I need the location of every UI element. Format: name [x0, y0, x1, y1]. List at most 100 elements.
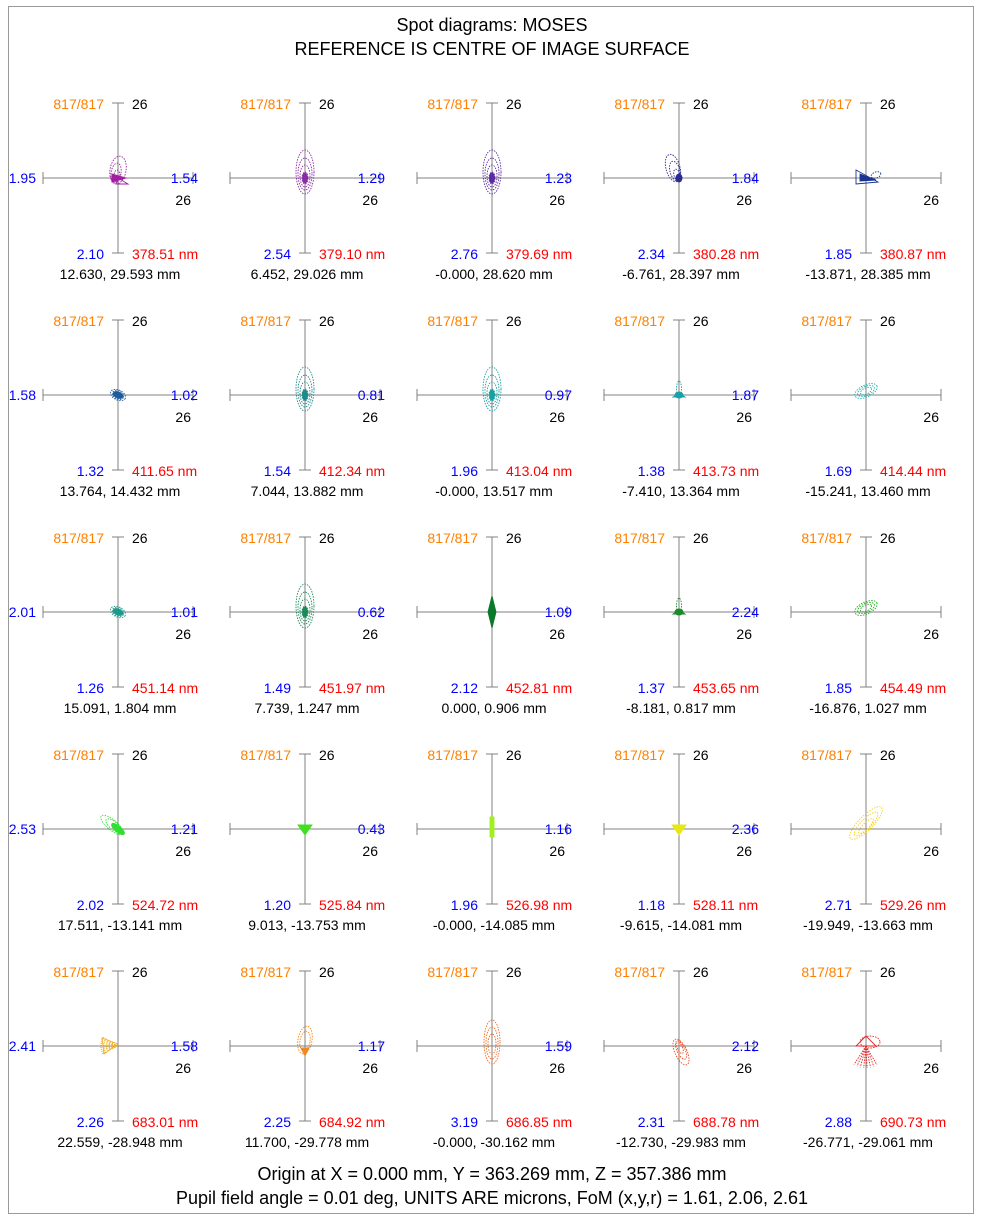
spot-contour: [859, 1035, 881, 1049]
spot-contour: [849, 806, 883, 840]
spot-ray: [865, 1045, 872, 1068]
spot-contour: [859, 603, 873, 613]
spot-fan: [101, 1037, 119, 1055]
y-scale-label: 26: [880, 747, 896, 763]
spot-cell: 817/817 26 26 1.85 454.49 nm -16.876, 1.027 m…: [790, 530, 946, 716]
spot-pattern: [849, 806, 883, 840]
ray-count-label: 817/817: [240, 313, 291, 329]
x-scale-label: 26: [736, 843, 752, 859]
spot-cell: 817/817 26 26 2.01 1.01 1.26 451.14 nm 15.091, …: [9, 530, 198, 716]
spot-core: [489, 816, 495, 838]
spot-contour: [676, 1042, 684, 1054]
y-scale-label: 26: [693, 747, 709, 763]
wavelength-label: 452.81 nm: [506, 680, 572, 696]
spot-cell: 817/817 26 26 1.16 1.96 526.98 nm -0.000, -14.…: [416, 747, 572, 933]
spot-pattern: [99, 1036, 119, 1055]
x-scale-label: 26: [362, 843, 378, 859]
x-scale-label: 26: [362, 1060, 378, 1076]
spot-contour: [301, 388, 309, 402]
x-scale-label: 26: [175, 1060, 191, 1076]
spot-cell: 817/817 26 26 1.95 1.54 2.10 378.51 nm 12.630, …: [9, 96, 198, 282]
field-coordinates: 9.013, -13.753 mm: [248, 917, 366, 933]
ray-count-label: 817/817: [427, 313, 478, 329]
spot-core: [487, 595, 497, 629]
y-scale-label: 26: [506, 530, 522, 546]
y-scale-label: 26: [880, 964, 896, 980]
wavelength-label: 686.85 nm: [506, 1114, 572, 1130]
ray-count-label: 817/817: [53, 530, 104, 546]
x-scale-label: 26: [362, 409, 378, 425]
spot-pattern: [854, 600, 878, 616]
spot-pattern: [672, 1038, 690, 1066]
ray-count-label: 817/817: [53, 747, 104, 763]
spot-cell: 817/817 26 26 2.36 1.18 528.11 nm -9.615, -14.…: [603, 747, 759, 933]
y-scale-label: 26: [506, 96, 522, 112]
spot-contour: [857, 601, 875, 615]
spot-core: [112, 608, 124, 616]
x-scale-label: 26: [362, 626, 378, 642]
bottom-scale-value: 2.71: [825, 897, 852, 913]
bottom-scale-value: 1.85: [825, 680, 852, 696]
bottom-scale-value: 1.18: [638, 897, 665, 913]
y-scale-label: 26: [319, 530, 335, 546]
bottom-scale-value: 2.31: [638, 1114, 665, 1130]
bottom-scale-value: 2.26: [77, 1114, 104, 1130]
spot-contour: [488, 171, 496, 185]
bottom-scale-value: 2.76: [451, 246, 478, 262]
right-scale-value: 1.16: [545, 821, 572, 837]
spot-ray: [859, 1045, 867, 1068]
ray-count-label: 817/817: [427, 747, 478, 763]
x-scale-label: 26: [736, 409, 752, 425]
ray-count-label: 817/817: [240, 964, 291, 980]
field-coordinates: -13.871, 28.385 mm: [805, 266, 930, 282]
right-scale-value: 0.81: [358, 387, 385, 403]
spot-pattern: [671, 824, 687, 836]
spot-contour: [299, 164, 311, 188]
ray-count-label: 817/817: [240, 530, 291, 546]
y-scale-label: 26: [693, 96, 709, 112]
right-scale-value: 2.24: [732, 604, 759, 620]
bottom-scale-value: 3.19: [451, 1114, 478, 1130]
y-scale-label: 26: [693, 964, 709, 980]
field-coordinates: -7.410, 13.364 mm: [622, 483, 740, 499]
spot-contour: [299, 381, 311, 405]
x-scale-label: 26: [549, 192, 565, 208]
bottom-scale-value: 2.88: [825, 1114, 852, 1130]
bottom-scale-value: 2.10: [77, 246, 104, 262]
spot-fan: [859, 173, 877, 182]
bottom-scale-value: 1.26: [77, 680, 104, 696]
spot-contour: [853, 811, 879, 837]
spot-cell: 817/817 26 26 2.12 2.31 688.78 nm -12.730, -29…: [603, 964, 759, 1150]
bottom-scale-value: 2.12: [451, 680, 478, 696]
ray-count-label: 817/817: [427, 964, 478, 980]
wavelength-label: 690.73 nm: [880, 1114, 946, 1130]
ray-count-label: 817/817: [53, 313, 104, 329]
spot-cell: 817/817 26 26 2.41 1.58 2.26 683.01 nm 22.559, …: [9, 964, 198, 1150]
field-coordinates: -16.876, 1.027 mm: [809, 700, 927, 716]
spot-pattern: [855, 169, 882, 185]
right-scale-value: 2.12: [732, 1038, 759, 1054]
spot-pattern: [482, 149, 502, 195]
x-scale-label: 26: [736, 1060, 752, 1076]
y-scale-label: 26: [506, 313, 522, 329]
ray-count-label: 817/817: [53, 96, 104, 112]
spot-contour: [854, 383, 878, 399]
spot-contour: [111, 607, 125, 617]
y-scale-label: 26: [132, 96, 148, 112]
y-scale-label: 26: [319, 964, 335, 980]
spot-cell: 817/817 26 26 0.43 1.20 525.84 nm 9.013, -13.7…: [229, 747, 385, 933]
x-scale-label: 26: [175, 626, 191, 642]
field-coordinates: -26.771, -29.061 mm: [803, 1134, 933, 1150]
field-coordinates: -0.000, -14.085 mm: [433, 917, 555, 933]
x-scale-label: 26: [923, 626, 939, 642]
y-scale-label: 26: [132, 313, 148, 329]
wavelength-label: 379.10 nm: [319, 246, 385, 262]
spot-contour: [483, 1019, 501, 1065]
x-scale-label: 26: [923, 1060, 939, 1076]
x-scale-label: 26: [549, 1060, 565, 1076]
wavelength-label: 683.01 nm: [132, 1114, 198, 1130]
field-coordinates: 13.764, 14.432 mm: [60, 483, 181, 499]
spot-cell: 817/817 26 26 1.84 2.34 380.28 nm -6.761, 28.3…: [603, 96, 759, 282]
spot-contour: [109, 605, 127, 619]
bottom-scale-value: 1.37: [638, 680, 665, 696]
